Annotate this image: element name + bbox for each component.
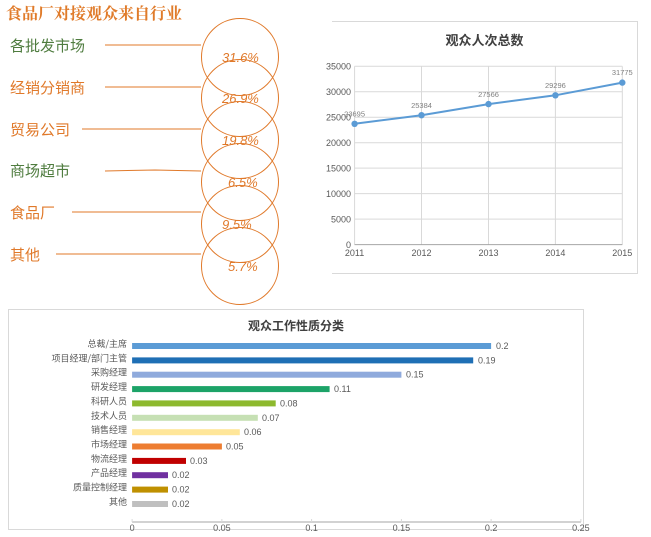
svg-text:0.07: 0.07 <box>262 413 280 423</box>
svg-text:0.02: 0.02 <box>172 499 190 509</box>
svg-text:0.06: 0.06 <box>244 427 262 437</box>
svg-text:技术人员: 技术人员 <box>91 409 127 422</box>
svg-text:市场经理: 市场经理 <box>91 438 127 451</box>
svg-text:0.02: 0.02 <box>172 485 190 495</box>
svg-text:物流经理: 物流经理 <box>91 452 127 465</box>
svg-text:0.2: 0.2 <box>496 341 509 351</box>
svg-text:5000: 5000 <box>331 215 351 225</box>
svg-text:2011: 2011 <box>345 248 364 258</box>
svg-text:10000: 10000 <box>326 189 351 199</box>
svg-text:0.25: 0.25 <box>572 523 590 533</box>
svg-text:总裁/主席: 总裁/主席 <box>87 337 127 350</box>
svg-text:0.15: 0.15 <box>406 370 424 380</box>
svg-text:25384: 25384 <box>411 101 432 110</box>
svg-text:0.19: 0.19 <box>478 355 496 365</box>
svg-text:采购经理: 采购经理 <box>91 366 127 379</box>
svg-text:其他: 其他 <box>109 495 127 508</box>
svg-text:2013: 2013 <box>478 248 498 258</box>
svg-text:0.05: 0.05 <box>226 442 244 452</box>
svg-text:产品经理: 产品经理 <box>91 466 127 479</box>
svg-text:0.02: 0.02 <box>172 470 190 480</box>
svg-text:销售经理: 销售经理 <box>91 423 127 436</box>
svg-text:2014: 2014 <box>545 248 565 258</box>
svg-text:2015: 2015 <box>612 248 632 258</box>
svg-text:0: 0 <box>129 523 134 533</box>
svg-text:0.15: 0.15 <box>392 523 410 533</box>
svg-text:0.03: 0.03 <box>190 456 208 466</box>
svg-text:15000: 15000 <box>326 164 351 174</box>
svg-text:0.1: 0.1 <box>305 523 318 533</box>
svg-text:27566: 27566 <box>478 90 499 99</box>
svg-text:2012: 2012 <box>411 248 431 258</box>
svg-text:0.11: 0.11 <box>334 384 351 394</box>
svg-text:31775: 31775 <box>612 68 633 77</box>
svg-text:项目经理/部门主管: 项目经理/部门主管 <box>51 351 127 364</box>
svg-text:29296: 29296 <box>545 81 566 90</box>
svg-text:23695: 23695 <box>344 110 365 119</box>
svg-text:0.2: 0.2 <box>485 523 498 533</box>
svg-text:0.05: 0.05 <box>213 523 231 533</box>
svg-text:30000: 30000 <box>326 87 351 97</box>
svg-text:研发经理: 研发经理 <box>91 380 127 393</box>
svg-text:0.08: 0.08 <box>280 398 298 408</box>
svg-text:科研人员: 科研人员 <box>91 394 127 407</box>
svg-text:20000: 20000 <box>326 138 351 148</box>
svg-text:35000: 35000 <box>326 62 351 72</box>
svg-text:质量控制经理: 质量控制经理 <box>73 481 127 494</box>
